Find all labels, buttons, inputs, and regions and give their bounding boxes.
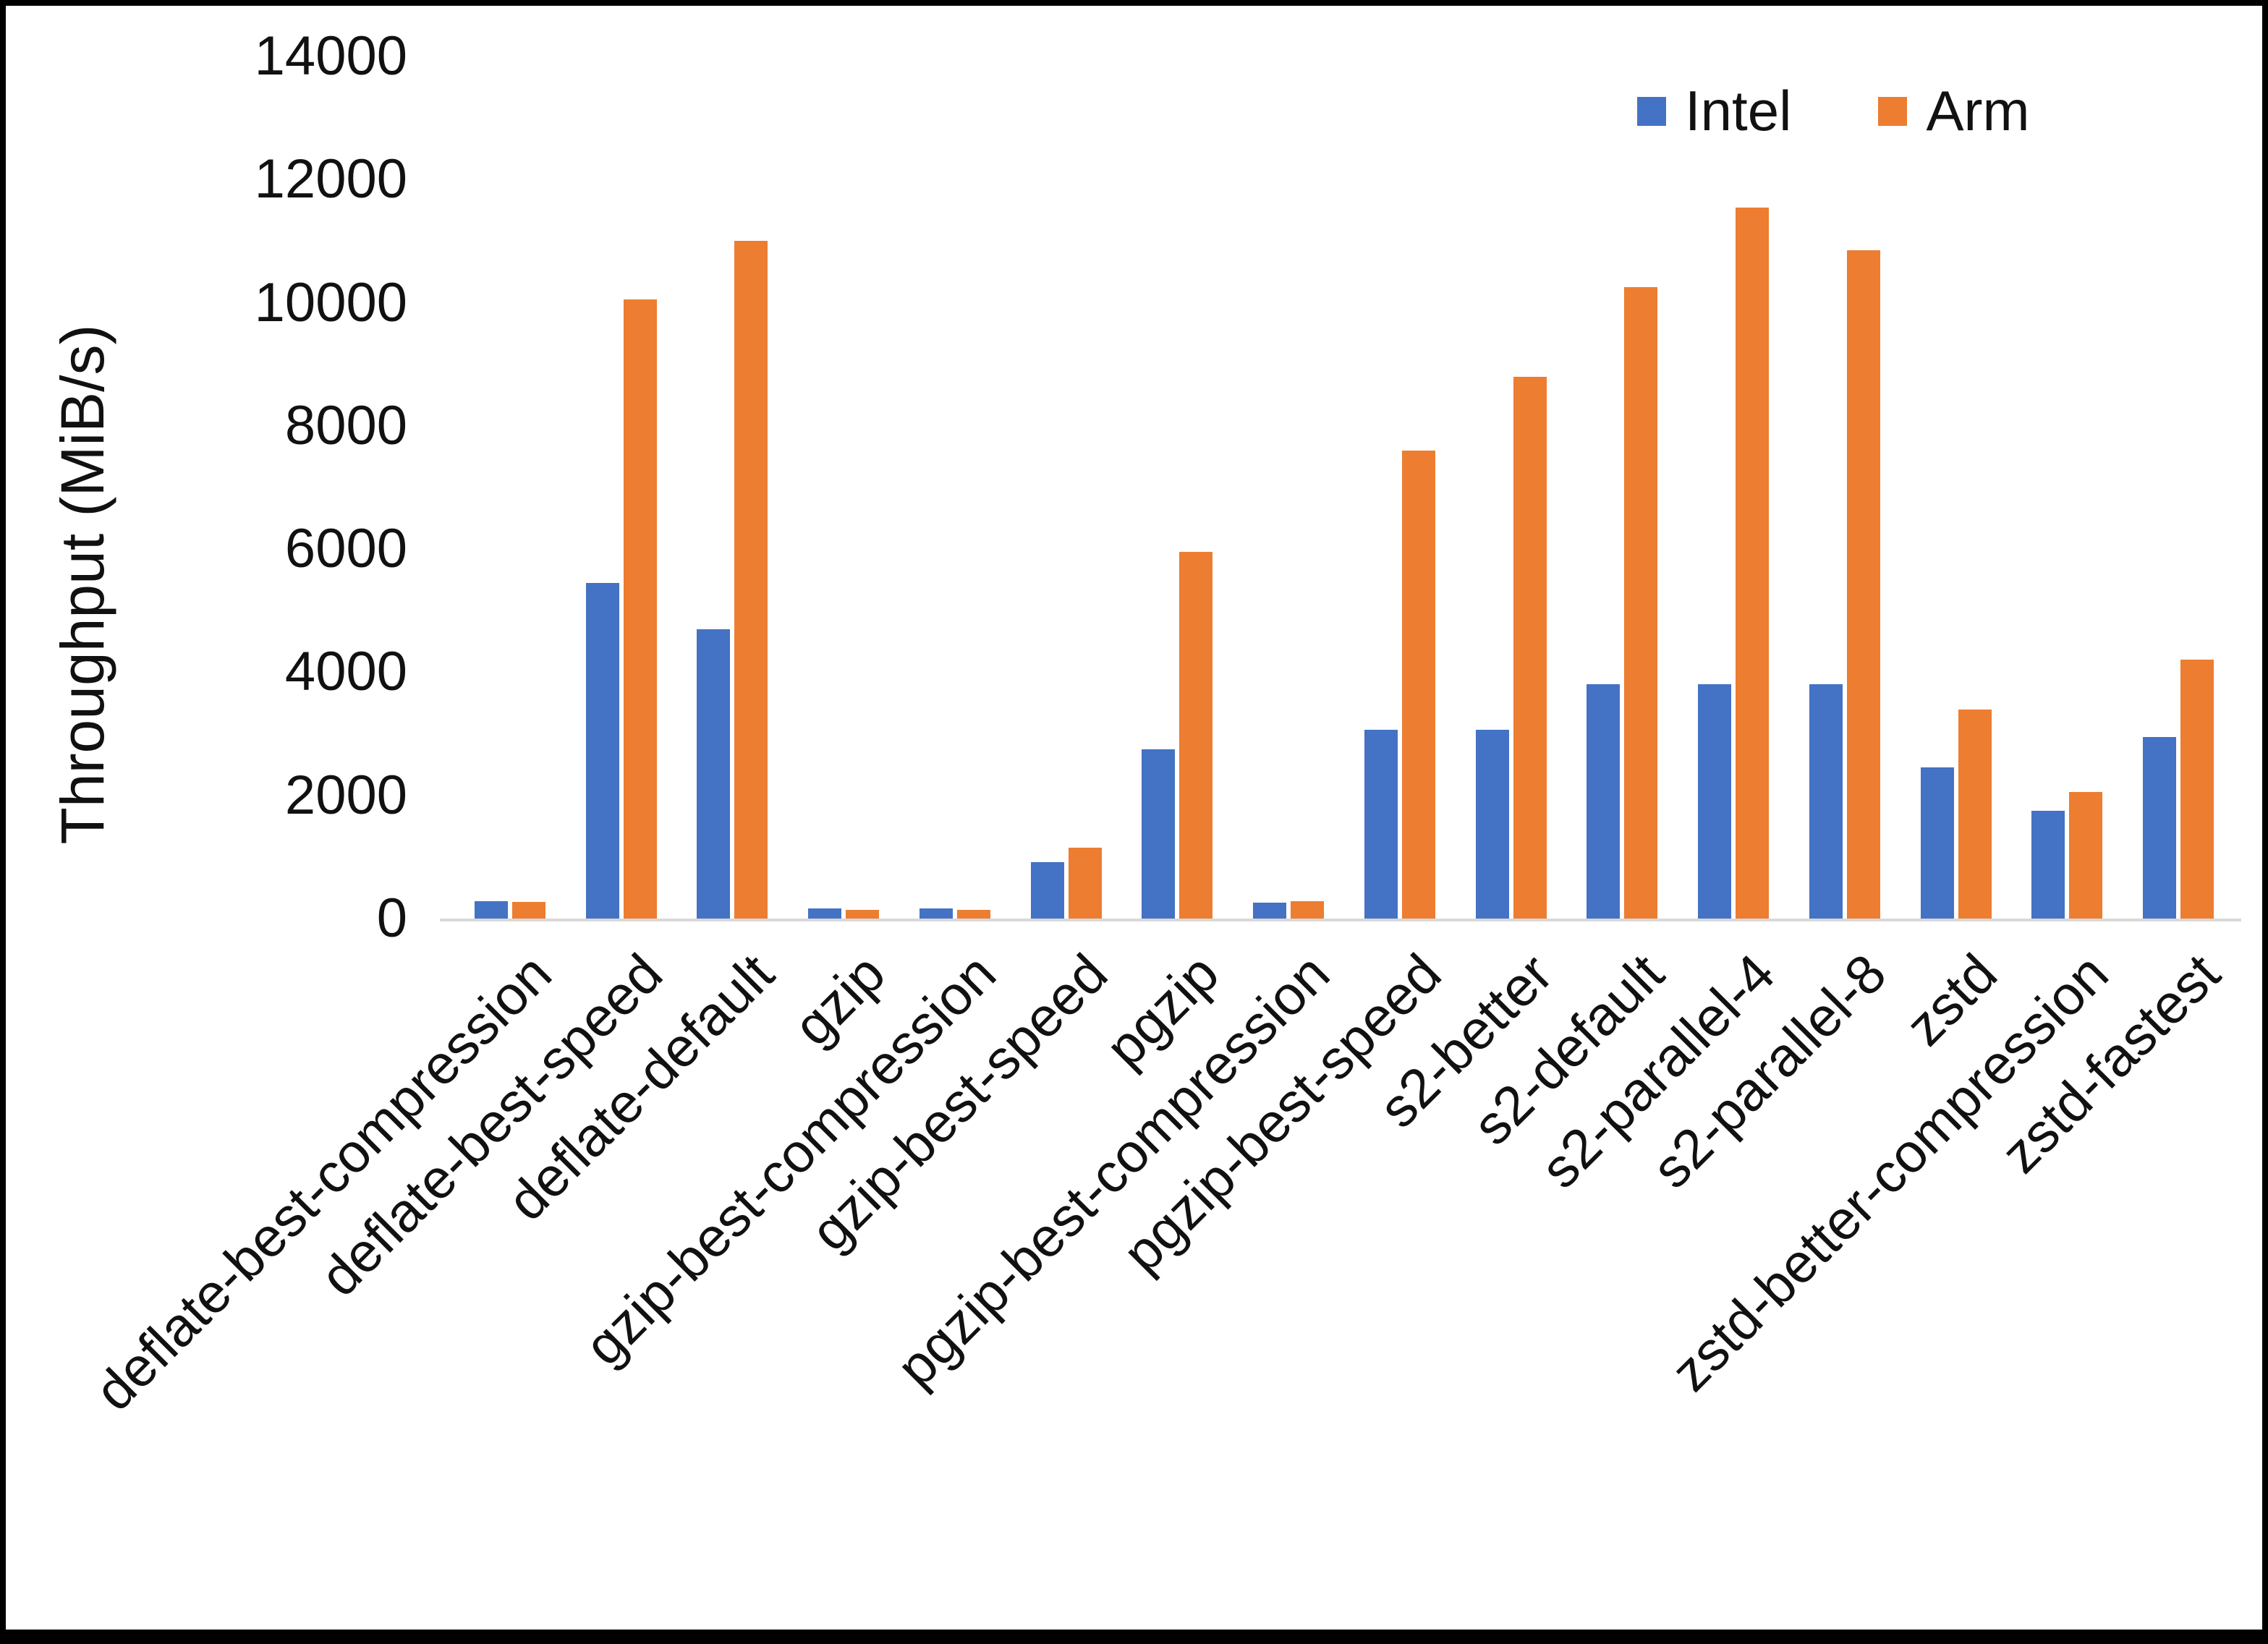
bar-arm-deflate-best-speed xyxy=(623,299,657,919)
bar-arm-zstd-fastest xyxy=(2180,660,2214,919)
y-tick-label: 4000 xyxy=(284,641,407,703)
legend-item-arm: Arm xyxy=(1878,78,2029,144)
bar-intel-pgzip-best-speed xyxy=(1364,730,1398,919)
bar-arm-s2-parallel-8 xyxy=(1846,250,1880,919)
bar-intel-zstd xyxy=(1920,767,1954,919)
bar-intel-zstd-better-compression xyxy=(2031,811,2065,919)
bar-intel-gzip-best-speed xyxy=(1030,861,1064,919)
bar-arm-gzip-best-speed xyxy=(1068,848,1102,919)
plot-area: 0 2000 4000 6000 8000 10000 12000 14000 deflate-… xyxy=(6,6,2262,1630)
bar-intel-s2-parallel-4 xyxy=(1698,684,1732,919)
bar-intel-gzip xyxy=(808,908,842,919)
legend-label-intel: Intel xyxy=(1685,79,1792,142)
y-tick-label: 14000 xyxy=(254,25,407,87)
bar-intel-s2-better xyxy=(1475,730,1509,919)
bar-arm-pgzip-best-speed xyxy=(1401,450,1435,919)
bar-arm-deflate-best-compression xyxy=(511,902,545,919)
y-tick-label: 8000 xyxy=(284,394,407,456)
bar-arm-gzip-best-compression xyxy=(956,910,990,919)
y-tick-label: 12000 xyxy=(254,148,407,210)
legend-label-arm: Arm xyxy=(1926,79,2030,142)
legend: Intel Arm xyxy=(1637,78,2029,144)
legend-swatch-intel xyxy=(1637,96,1666,126)
x-axis-line xyxy=(440,919,2241,921)
legend-item-intel: Intel xyxy=(1637,78,1791,144)
bar-arm-s2-default xyxy=(1624,287,1658,919)
bar-arm-pgzip-best-compression xyxy=(1291,901,1325,919)
bar-intel-deflate-default xyxy=(697,629,731,919)
bar-intel-pgzip-best-compression xyxy=(1253,902,1287,919)
bar-arm-zstd-better-compression xyxy=(2069,792,2103,919)
y-tick-label: 6000 xyxy=(284,518,407,580)
bar-arm-s2-better xyxy=(1513,376,1547,919)
bar-intel-gzip-best-compression xyxy=(919,908,953,919)
y-tick-label: 10000 xyxy=(254,271,407,333)
bar-intel-deflate-best-compression xyxy=(474,901,508,919)
y-tick-label: 0 xyxy=(376,887,407,949)
bar-arm-s2-parallel-4 xyxy=(1736,207,1770,919)
bar-intel-pgzip xyxy=(1142,749,1176,919)
bar-arm-deflate-default xyxy=(734,241,768,919)
bar-intel-zstd-fastest xyxy=(2143,736,2177,919)
bar-intel-s2-parallel-8 xyxy=(1809,684,1843,919)
x-category-label: deflate-best-compression xyxy=(82,942,564,1423)
bar-intel-s2-default xyxy=(1587,684,1621,919)
y-tick-label: 2000 xyxy=(284,764,407,826)
legend-swatch-arm xyxy=(1878,96,1908,126)
bar-arm-zstd xyxy=(1958,709,1992,919)
bar-arm-pgzip xyxy=(1179,552,1213,919)
bar-intel-deflate-best-speed xyxy=(585,582,619,919)
bar-arm-gzip xyxy=(846,910,880,919)
